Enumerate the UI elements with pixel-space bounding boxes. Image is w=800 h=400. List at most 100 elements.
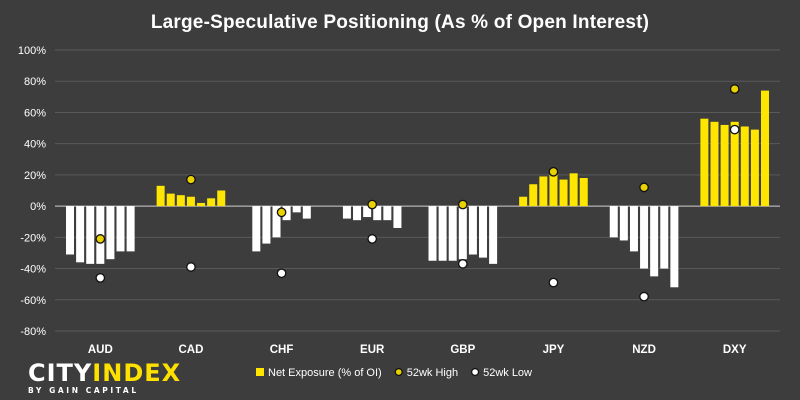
- chart-title: Large-Speculative Positioning (As % of O…: [150, 12, 650, 33]
- net-exposure-bar: [519, 196, 528, 207]
- net-exposure-bar: [569, 173, 578, 207]
- y-tick-label: -80%: [20, 326, 46, 338]
- net-exposure-bar: [363, 206, 372, 218]
- net-exposure-bar: [660, 206, 669, 269]
- low-marker: [367, 234, 378, 244]
- logo-tagline: BY GAIN CAPITAL: [28, 386, 139, 395]
- city-index-logo: CITYINDEX BY GAIN CAPITAL: [28, 359, 182, 395]
- net-exposure-bar: [720, 124, 729, 207]
- net-exposure-bar: [116, 206, 125, 252]
- net-exposure-bar: [710, 121, 719, 207]
- net-exposure-bar: [549, 171, 558, 207]
- x-tick-label: CHF: [270, 344, 294, 356]
- net-exposure-bar: [489, 206, 498, 264]
- x-tick-label: EUR: [360, 344, 385, 356]
- net-exposure-bar: [76, 206, 85, 263]
- net-exposure-bar: [559, 179, 568, 207]
- net-exposure-bar: [730, 121, 739, 207]
- net-exposure-bar: [448, 206, 457, 261]
- legend-label: 52wk Low: [483, 367, 532, 379]
- y-tick-label: 0%: [30, 201, 46, 213]
- net-exposure-bar: [760, 90, 769, 207]
- legend-swatch-net-exposure: [256, 368, 264, 376]
- net-exposure-bar: [282, 206, 291, 221]
- net-exposure-bar: [292, 206, 301, 213]
- net-exposure-bar: [156, 185, 165, 207]
- x-tick-label: GBP: [450, 344, 475, 356]
- net-exposure-bar: [740, 126, 749, 207]
- net-exposure-bar: [579, 178, 588, 207]
- net-exposure-bar: [750, 129, 759, 207]
- y-tick-label: 80%: [24, 76, 46, 88]
- net-exposure-bar: [468, 206, 477, 255]
- high-marker: [367, 199, 378, 210]
- low-marker: [639, 291, 649, 302]
- net-exposure-bar: [166, 193, 175, 207]
- logo-index-text: INDEX: [92, 359, 182, 387]
- net-exposure-bar: [106, 206, 115, 260]
- net-exposure-bar: [428, 206, 437, 261]
- y-tick-label: -20%: [20, 232, 46, 244]
- legend-label: 52wk High: [407, 367, 458, 379]
- legend-swatch-low: [471, 368, 480, 377]
- y-tick-label: -40%: [20, 264, 46, 276]
- low-marker: [95, 273, 106, 283]
- net-exposure-bar: [640, 206, 649, 269]
- net-exposure-bar: [302, 206, 311, 219]
- low-marker: [729, 124, 740, 135]
- high-marker: [548, 166, 559, 177]
- net-exposure-bar: [529, 184, 538, 207]
- net-exposure-bar: [700, 118, 709, 207]
- x-tick-label: NZD: [632, 344, 656, 356]
- logo-city-text: CITY: [28, 359, 93, 387]
- net-exposure-bar: [438, 206, 447, 261]
- net-exposure-bar: [670, 206, 679, 288]
- y-tick-label: 60%: [24, 107, 46, 119]
- net-exposure-bar: [650, 206, 659, 277]
- low-marker: [548, 277, 559, 288]
- legend-label: Net Exposure (% of OI): [268, 367, 382, 379]
- net-exposure-bar: [217, 190, 226, 207]
- y-tick-label: 100%: [18, 45, 46, 57]
- net-exposure-bar: [383, 206, 392, 221]
- high-marker: [186, 174, 196, 185]
- high-marker: [729, 84, 740, 94]
- x-tick-label: DXY: [723, 344, 747, 356]
- net-exposure-bar: [197, 202, 206, 207]
- y-tick-label: 20%: [24, 170, 46, 182]
- net-exposure-bar: [66, 206, 75, 255]
- x-tick-label: CAD: [178, 344, 203, 356]
- legend-swatch-high: [394, 368, 403, 377]
- low-marker: [457, 259, 468, 269]
- low-marker: [276, 268, 287, 279]
- net-exposure-bar: [176, 195, 185, 207]
- net-exposure-bar: [609, 206, 618, 238]
- net-exposure-bar: [86, 206, 95, 264]
- high-marker: [95, 234, 106, 244]
- net-exposure-bar: [252, 206, 261, 252]
- net-exposure-bar: [629, 206, 638, 252]
- y-tick-label: 40%: [24, 139, 46, 151]
- high-marker: [639, 182, 649, 193]
- low-marker: [186, 262, 196, 272]
- net-exposure-bar: [539, 176, 548, 207]
- net-exposure-bar: [186, 196, 195, 207]
- net-exposure-bar: [207, 198, 216, 207]
- net-exposure-bar: [619, 206, 628, 241]
- net-exposure-bar: [126, 206, 135, 252]
- net-exposure-bar: [262, 206, 271, 244]
- net-exposure-bar: [393, 206, 402, 228]
- net-exposure-bar: [272, 206, 281, 238]
- x-tick-label: JPY: [543, 344, 565, 356]
- net-exposure-bar: [458, 206, 467, 260]
- net-exposure-bar: [342, 206, 351, 219]
- high-marker: [457, 199, 468, 210]
- net-exposure-bar: [353, 206, 362, 221]
- y-tick-label: -60%: [20, 295, 46, 307]
- net-exposure-bar: [373, 206, 382, 221]
- x-tick-label: AUD: [88, 344, 113, 356]
- net-exposure-bar: [479, 206, 488, 258]
- high-marker: [276, 207, 287, 218]
